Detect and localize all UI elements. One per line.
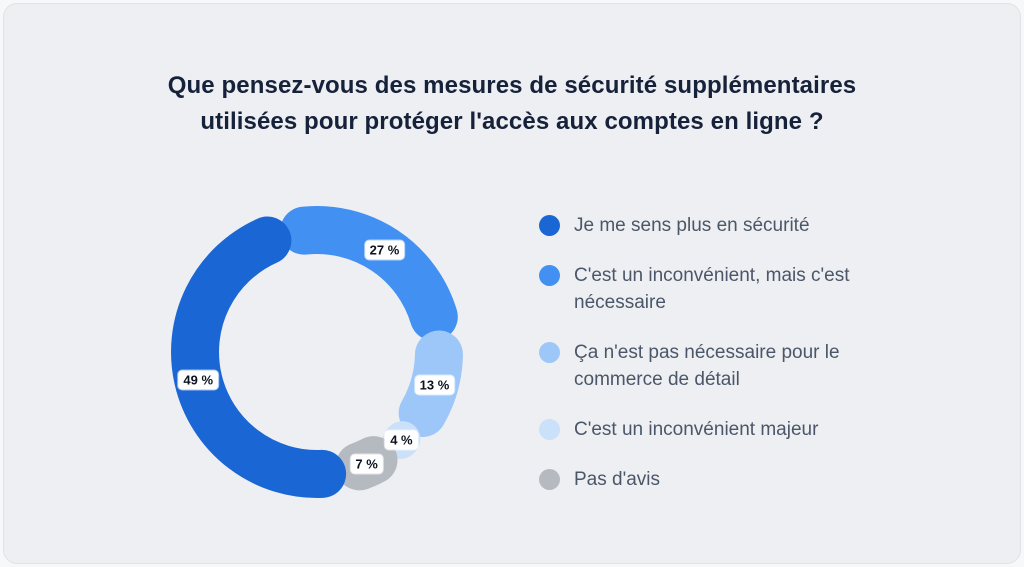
- donut-chart: 27 % 13 % 4 % 7 % 49 %: [167, 202, 467, 502]
- segment-value-label: 49 %: [178, 370, 219, 390]
- background-card: Que pensez-vous des mesures de sécurité …: [3, 3, 1021, 564]
- legend-dot: [539, 265, 560, 286]
- legend-item-4: C'est un inconvénient majeur: [539, 416, 879, 443]
- legend-dot: [539, 215, 560, 236]
- legend-label: C'est un inconvénient, mais c'est nécess…: [574, 265, 850, 313]
- segment-value-label: 27 %: [364, 240, 405, 260]
- legend-label: Ça n'est pas nécessaire pour le commerce…: [574, 342, 840, 390]
- legend-item-5: Pas d'avis: [539, 466, 879, 493]
- legend-dot: [539, 469, 560, 490]
- legend-dot: [539, 419, 560, 440]
- segment-value-label: 13 %: [414, 375, 455, 395]
- legend-item-1: Je me sens plus en sécurité: [539, 212, 879, 239]
- donut-segment-5: [171, 216, 347, 498]
- legend-label: Je me sens plus en sécurité: [574, 215, 810, 236]
- donut-chart-svg: [171, 206, 463, 498]
- chart-legend: Je me sens plus en sécurité C'est un inco…: [539, 212, 879, 493]
- legend-label: Pas d'avis: [574, 469, 661, 490]
- legend-item-3: Ça n'est pas nécessaire pour le commerce…: [539, 339, 879, 393]
- segment-value-label: 4 %: [385, 430, 418, 450]
- legend-label: C'est un inconvénient majeur: [574, 419, 819, 440]
- legend-dot: [539, 342, 560, 363]
- chart-title: Que pensez-vous des mesures de sécurité …: [167, 72, 857, 135]
- legend-item-2: C'est un inconvénient, mais c'est nécess…: [539, 262, 879, 316]
- segment-value-label: 7 %: [350, 454, 383, 473]
